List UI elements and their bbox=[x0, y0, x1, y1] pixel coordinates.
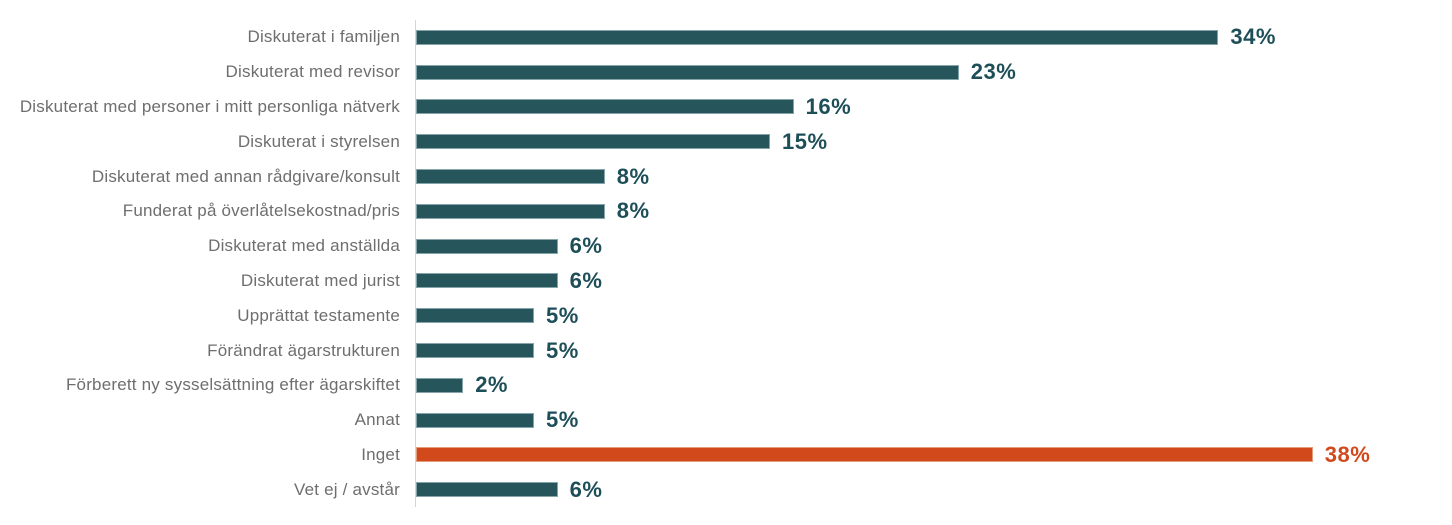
category-label: Diskuterat i familjen bbox=[247, 27, 400, 47]
bar bbox=[416, 273, 558, 289]
category-label: Upprättat testamente bbox=[237, 305, 400, 325]
plot-area: 16% bbox=[415, 89, 1452, 125]
category-label: Diskuterat med jurist bbox=[240, 270, 400, 290]
bar bbox=[416, 377, 464, 393]
bar bbox=[416, 238, 558, 254]
chart-row: Diskuterat med annan rådgivare/konsult 8% bbox=[0, 159, 1452, 194]
value-label: 16% bbox=[805, 93, 852, 119]
category-label: Inget bbox=[361, 444, 400, 464]
value-label: 23% bbox=[970, 59, 1017, 85]
chart-row: Förberett ny sysselsättning efter ägarsk… bbox=[0, 367, 1452, 403]
category-label: Förberett ny sysselsättning efter ägarsk… bbox=[65, 375, 400, 395]
bar bbox=[416, 482, 558, 498]
chart-row: Annat 5% bbox=[0, 402, 1452, 438]
plot-area: 2% bbox=[415, 367, 1452, 403]
bar bbox=[416, 29, 1219, 45]
value-label: 8% bbox=[616, 163, 650, 189]
plot-area: 8% bbox=[415, 159, 1452, 194]
plot-area: 15% bbox=[415, 124, 1452, 160]
bar bbox=[416, 203, 605, 219]
category-label: Diskuterat med annan rådgivare/konsult bbox=[91, 166, 400, 186]
category-label: Funderat på överlåtelsekostnad/pris bbox=[122, 201, 400, 221]
bar bbox=[416, 308, 534, 324]
category-label: Förändrat ägarstrukturen bbox=[207, 340, 400, 360]
plot-area: 5% bbox=[415, 298, 1452, 334]
chart-row: Diskuterat i styrelsen 15% bbox=[0, 124, 1452, 160]
value-label: 6% bbox=[569, 476, 603, 502]
value-label: 8% bbox=[616, 198, 650, 224]
chart-row: Upprättat testamente 5% bbox=[0, 298, 1452, 334]
bar bbox=[416, 412, 534, 428]
value-label: 5% bbox=[546, 407, 579, 433]
bar bbox=[416, 99, 794, 115]
bar bbox=[416, 343, 534, 359]
plot-area: 5% bbox=[415, 402, 1452, 438]
chart-row: Diskuterat med jurist 6% bbox=[0, 263, 1452, 299]
chart-row: Diskuterat med revisor 23% bbox=[0, 54, 1452, 90]
chart-row: Diskuterat med anställda 6% bbox=[0, 228, 1452, 264]
horizontal-bar-chart: Diskuterat i familjen 34% Diskuterat med r… bbox=[0, 20, 1452, 508]
value-label: 34% bbox=[1230, 24, 1276, 50]
category-label: Diskuterat med personer i mitt personlig… bbox=[19, 96, 400, 116]
plot-area: 23% bbox=[415, 54, 1452, 90]
plot-area: 38% bbox=[415, 437, 1452, 473]
plot-area: 6% bbox=[415, 228, 1452, 264]
category-label: Diskuterat med anställda bbox=[208, 236, 400, 256]
value-label: 15% bbox=[782, 128, 828, 154]
value-label: 38% bbox=[1324, 441, 1371, 467]
chart-row: Vet ej / avstår 6% bbox=[0, 472, 1452, 508]
category-label: Diskuterat med revisor bbox=[225, 62, 400, 82]
value-label: 6% bbox=[569, 267, 603, 293]
chart-row: Förändrat ägarstrukturen 5% bbox=[0, 333, 1452, 368]
chart-row: Funderat på överlåtelsekostnad/pris 8% bbox=[0, 193, 1452, 229]
value-label: 2% bbox=[475, 372, 508, 398]
chart-row: Inget 38% bbox=[0, 437, 1452, 473]
value-label: 5% bbox=[546, 302, 579, 328]
plot-area: 34% bbox=[415, 20, 1452, 55]
plot-area: 8% bbox=[415, 193, 1452, 229]
plot-area: 6% bbox=[415, 472, 1452, 508]
value-label: 6% bbox=[569, 233, 603, 259]
category-label: Vet ej / avstår bbox=[294, 479, 400, 499]
chart-row: Diskuterat i familjen 34% bbox=[0, 20, 1452, 55]
category-label: Annat bbox=[354, 410, 400, 430]
value-label: 5% bbox=[546, 337, 579, 363]
plot-area: 6% bbox=[415, 263, 1452, 299]
chart-row: Diskuterat med personer i mitt personlig… bbox=[0, 89, 1452, 125]
bar bbox=[416, 169, 605, 185]
bar bbox=[416, 64, 959, 80]
category-label: Diskuterat i styrelsen bbox=[237, 131, 400, 151]
bar bbox=[416, 134, 770, 150]
chart-rows: Diskuterat i familjen 34% Diskuterat med r… bbox=[0, 20, 1452, 508]
plot-area: 5% bbox=[415, 333, 1452, 368]
bar-highlighted bbox=[416, 447, 1313, 463]
